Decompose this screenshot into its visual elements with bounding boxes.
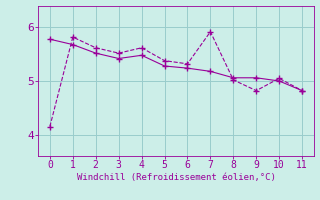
X-axis label: Windchill (Refroidissement éolien,°C): Windchill (Refroidissement éolien,°C) [76, 173, 276, 182]
